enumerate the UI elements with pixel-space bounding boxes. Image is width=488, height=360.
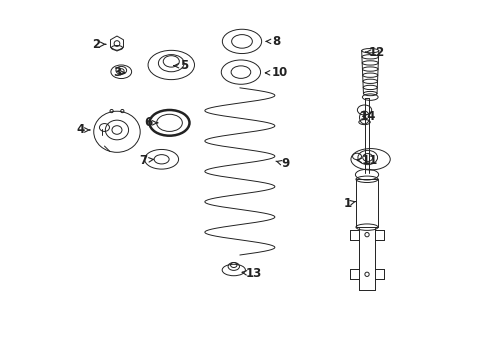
Text: 10: 10 [265, 66, 288, 79]
Text: 2: 2 [92, 38, 106, 51]
Text: 13: 13 [242, 267, 261, 280]
Text: 8: 8 [266, 35, 280, 48]
Text: 12: 12 [365, 46, 384, 59]
Text: 6: 6 [143, 116, 158, 129]
Bar [356, 179, 377, 227]
Text: 7: 7 [140, 154, 153, 167]
Text: 5: 5 [174, 59, 187, 72]
Text: 11: 11 [356, 154, 377, 167]
Text: 9: 9 [275, 157, 289, 170]
Text: 1: 1 [344, 197, 354, 210]
Text: 3: 3 [113, 66, 124, 79]
Text: 4: 4 [76, 123, 90, 136]
Text: 14: 14 [359, 110, 375, 123]
